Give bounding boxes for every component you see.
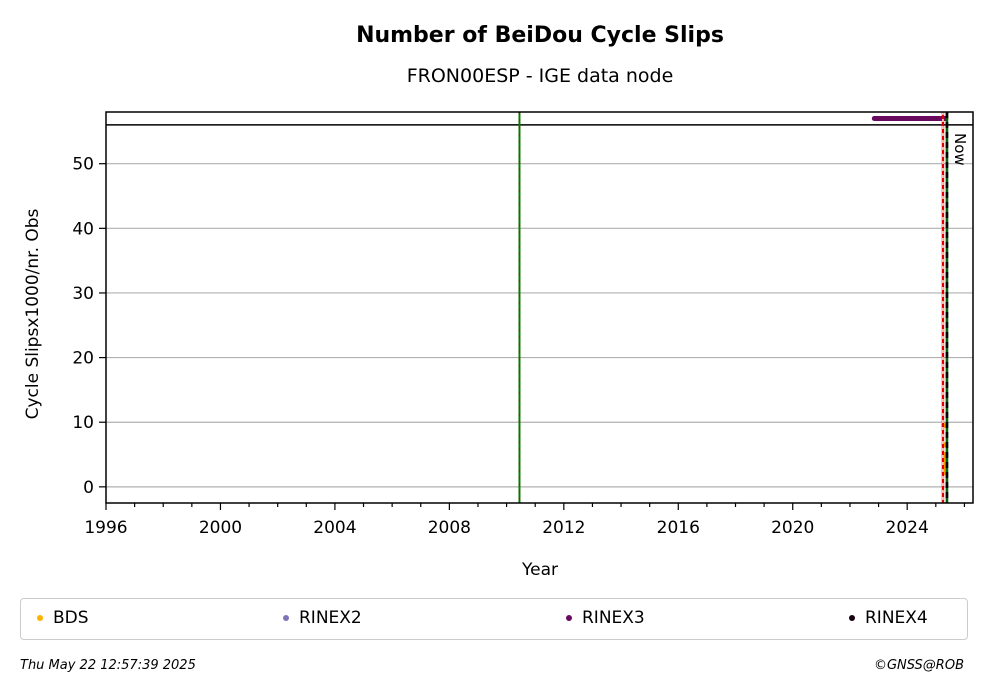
grid-lines: [106, 163, 973, 488]
legend-item-rinex2: RINEX2: [283, 608, 362, 628]
legend-marker-rinex3: [566, 615, 572, 621]
x-axis-label: Year: [521, 560, 558, 580]
now-label: Now: [951, 133, 969, 166]
x-tick-label: 1996: [84, 518, 127, 538]
y-tick-label: 20: [72, 349, 94, 369]
legend-label-rinex2: RINEX2: [299, 608, 362, 628]
legend-marker-rinex2: [283, 615, 289, 621]
legend-marker-bds: [37, 615, 43, 621]
legend-item-bds: BDS: [37, 608, 89, 628]
footer-credit: ©GNSS@ROB: [873, 658, 964, 673]
x-tick-label: 2004: [313, 518, 356, 538]
y-axis-label: Cycle Slipsx1000/nr. Obs: [23, 208, 43, 419]
legend-marker-rinex4: [849, 615, 855, 621]
legend-label-rinex4: RINEX4: [865, 608, 928, 628]
legend-item-rinex4: RINEX4: [849, 608, 928, 628]
x-tick-label: 2020: [771, 518, 814, 538]
y-tick-label: 50: [72, 155, 94, 175]
chart-subtitle: FRON00ESP - IGE data node: [407, 65, 674, 87]
y-tick-label: 0: [83, 478, 94, 498]
y-tick-label: 40: [72, 219, 94, 239]
x-tick-label: 2016: [657, 518, 700, 538]
plot-frame: [105, 111, 974, 504]
x-tick-label: 2008: [428, 518, 471, 538]
y-tick-label: 10: [72, 413, 94, 433]
event-lines: Now: [518, 112, 969, 503]
x-tick-label: 2012: [542, 518, 585, 538]
legend: BDS RINEX2 RINEX3 RINEX4: [20, 598, 968, 640]
legend-label-bds: BDS: [53, 608, 89, 628]
footer-timestamp: Thu May 22 12:57:39 2025: [20, 658, 196, 673]
x-tick-label: 2000: [199, 518, 242, 538]
y-tick-label: 30: [72, 284, 94, 304]
x-tick-label: 2024: [886, 518, 929, 538]
axes: 1996 2000 2004 2008 2012 2016 2020 2024 0 10 20 30 4…: [72, 155, 966, 538]
legend-label-rinex3: RINEX3: [582, 608, 645, 628]
legend-item-rinex3: RINEX3: [566, 608, 645, 628]
chart-title: Number of BeiDou Cycle Slips: [356, 23, 724, 48]
